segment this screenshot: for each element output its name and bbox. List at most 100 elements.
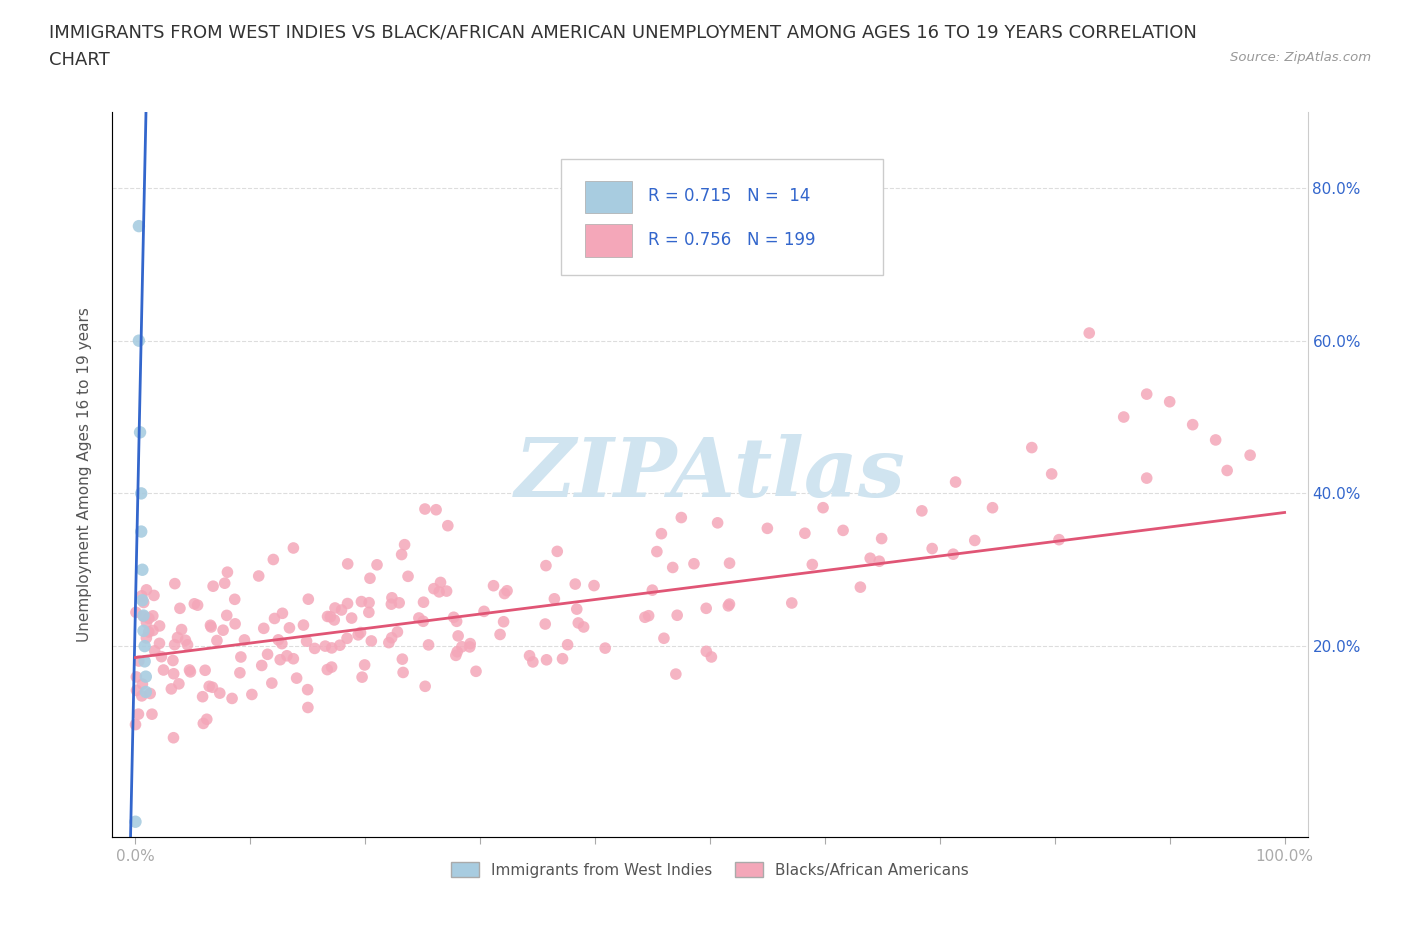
Point xyxy=(378,635,401,650)
Point xyxy=(336,631,359,645)
Point xyxy=(695,644,717,658)
Point xyxy=(229,665,252,680)
Point xyxy=(319,609,342,624)
Point xyxy=(942,547,965,562)
Point xyxy=(215,608,238,623)
Point xyxy=(285,671,308,685)
Point xyxy=(240,687,263,702)
Point xyxy=(859,551,882,565)
FancyBboxPatch shape xyxy=(561,159,883,275)
Point xyxy=(233,632,256,647)
Point xyxy=(329,638,352,653)
Point xyxy=(135,631,157,645)
Point xyxy=(593,641,616,656)
Point xyxy=(945,474,967,489)
Point xyxy=(849,579,872,594)
Point xyxy=(472,604,495,618)
Point xyxy=(1112,409,1135,424)
Point xyxy=(162,730,184,745)
Point xyxy=(381,631,404,645)
Point xyxy=(131,589,153,604)
Point xyxy=(1159,394,1181,409)
Point xyxy=(129,425,152,440)
Point xyxy=(1078,326,1101,340)
Text: R = 0.715   N =  14: R = 0.715 N = 14 xyxy=(648,188,810,206)
Point xyxy=(170,622,193,637)
Point xyxy=(163,637,186,652)
Point xyxy=(323,613,346,628)
Point xyxy=(429,575,451,590)
Point xyxy=(911,503,934,518)
Point xyxy=(634,610,657,625)
Point xyxy=(271,605,294,620)
Point xyxy=(546,544,568,559)
Point xyxy=(921,541,943,556)
Point xyxy=(671,511,693,525)
Point xyxy=(160,682,183,697)
Point xyxy=(465,664,488,679)
Point xyxy=(436,584,458,599)
Point xyxy=(357,604,380,619)
Point xyxy=(650,526,672,541)
Point xyxy=(1181,418,1204,432)
Point xyxy=(543,591,565,606)
Point xyxy=(134,654,156,669)
Point xyxy=(1136,387,1159,402)
Point xyxy=(981,500,1004,515)
Point xyxy=(297,683,319,698)
Point xyxy=(135,615,157,630)
Bar xyxy=(585,224,633,257)
Point xyxy=(666,608,689,623)
Point xyxy=(295,633,318,648)
Point xyxy=(652,631,675,645)
Point xyxy=(352,670,374,684)
Point xyxy=(179,664,201,679)
Point xyxy=(212,623,235,638)
Point xyxy=(142,623,165,638)
Point xyxy=(132,595,155,610)
Point xyxy=(304,641,326,656)
Point xyxy=(412,595,434,610)
Point xyxy=(536,652,558,667)
Point xyxy=(446,614,468,629)
Point xyxy=(253,621,276,636)
Point xyxy=(131,677,153,692)
Point xyxy=(446,644,468,659)
Point xyxy=(458,636,481,651)
Point xyxy=(314,639,336,654)
Point xyxy=(131,563,153,578)
Point xyxy=(132,608,155,623)
Point xyxy=(221,691,243,706)
Point xyxy=(162,653,184,668)
Point xyxy=(187,598,209,613)
Point xyxy=(169,601,191,616)
Point xyxy=(1136,471,1159,485)
Point xyxy=(413,501,436,516)
Legend: Immigrants from West Indies, Blacks/African Americans: Immigrants from West Indies, Blacks/Afri… xyxy=(446,856,974,884)
Point xyxy=(138,625,160,640)
Point xyxy=(349,625,371,640)
Point xyxy=(718,597,741,612)
Point xyxy=(494,586,516,601)
Point xyxy=(641,583,664,598)
Text: R = 0.756   N = 199: R = 0.756 N = 199 xyxy=(648,231,815,249)
Point xyxy=(700,649,723,664)
Point xyxy=(350,594,373,609)
Point xyxy=(387,624,409,639)
Point xyxy=(425,502,447,517)
Point xyxy=(270,636,292,651)
Point xyxy=(152,662,174,677)
Point xyxy=(396,569,419,584)
Point xyxy=(963,533,986,548)
Point xyxy=(135,582,157,597)
Point xyxy=(408,610,430,625)
Y-axis label: Unemployment Among Ages 16 to 19 years: Unemployment Among Ages 16 to 19 years xyxy=(77,307,91,642)
Point xyxy=(353,658,375,672)
Text: IMMIGRANTS FROM WEST INDIES VS BLACK/AFRICAN AMERICAN UNEMPLOYMENT AMONG AGES 16: IMMIGRANTS FROM WEST INDIES VS BLACK/AFR… xyxy=(49,23,1197,41)
Point xyxy=(661,560,683,575)
Point xyxy=(250,658,273,673)
Point xyxy=(336,556,359,571)
Point xyxy=(321,641,343,656)
Point xyxy=(135,670,157,684)
Point xyxy=(179,662,201,677)
